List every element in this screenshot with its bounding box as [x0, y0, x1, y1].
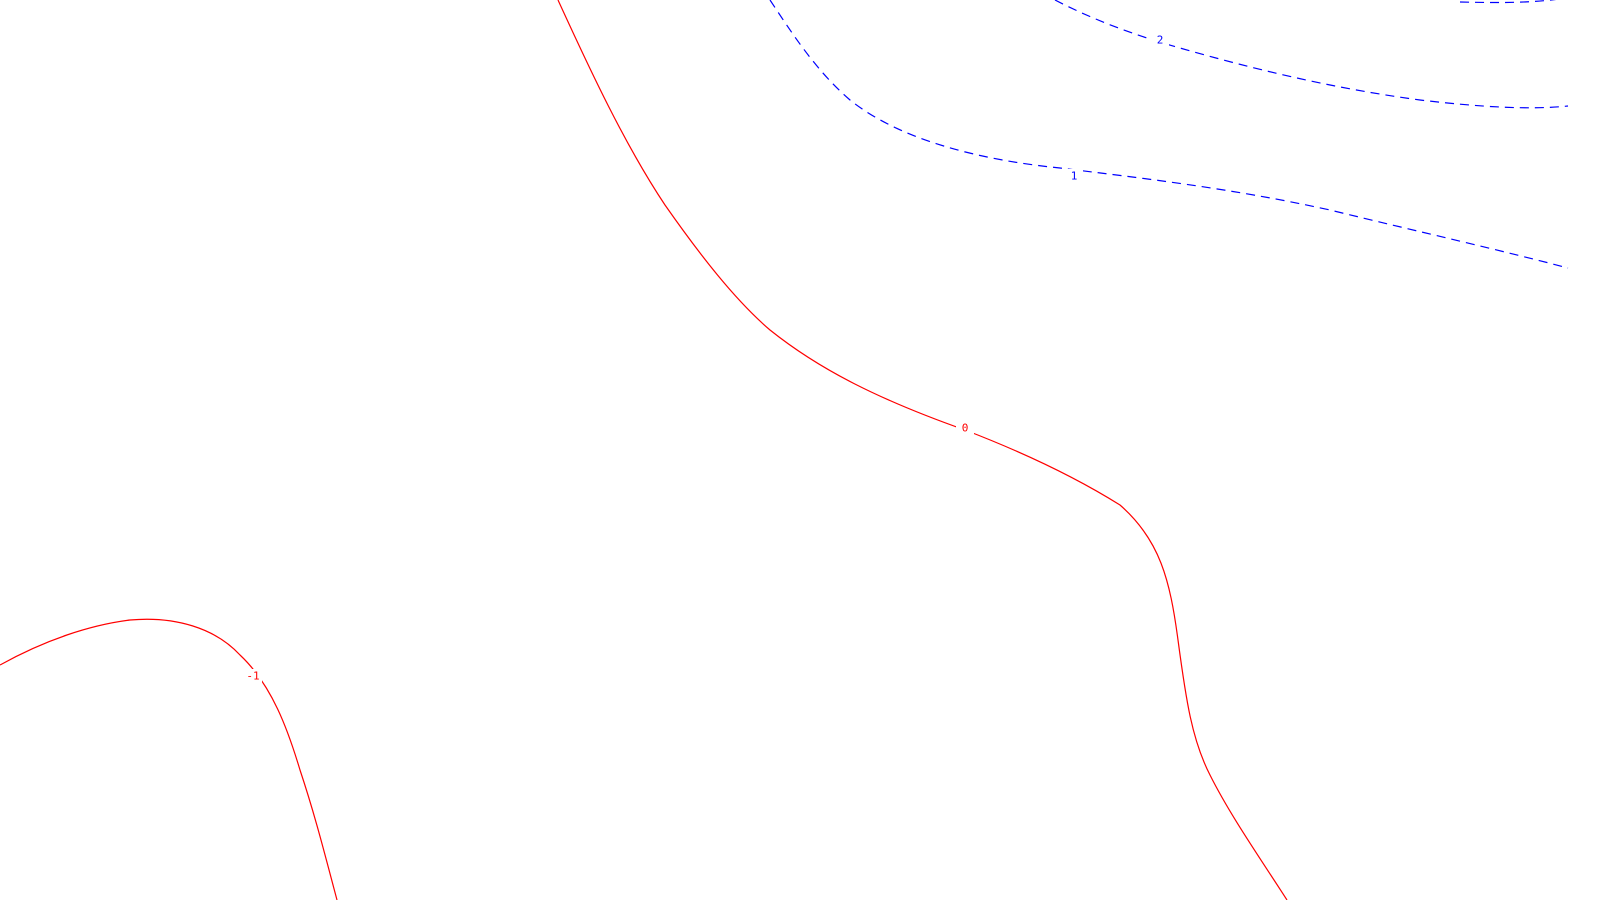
contour-label-0: 0: [962, 422, 969, 435]
contour-label-gap: [244, 669, 262, 683]
contour-line-level-neg1-4: [0, 618, 338, 900]
contour-label-neg1: -1: [246, 670, 259, 683]
contour-label-2: 2: [1157, 34, 1164, 47]
contour-label-1: 1: [1071, 170, 1078, 183]
contour-line-level-2-0: [1054, 0, 1569, 109]
contour-label-gap: [1151, 33, 1169, 47]
contour-label-gap: [1065, 169, 1083, 183]
contour-label-gap: [956, 421, 974, 435]
contour-line-level-1-2: [769, 0, 1569, 269]
contour-line-level-0-3: [557, 0, 1288, 900]
contour-labels: 2 1 0 -1: [244, 33, 1169, 683]
